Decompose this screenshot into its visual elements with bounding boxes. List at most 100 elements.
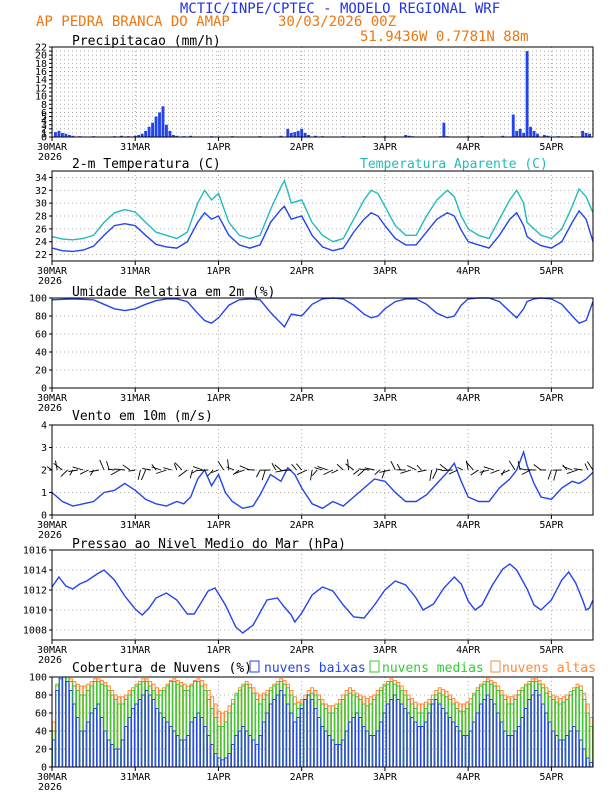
- cloud-low-bar: [582, 748, 587, 768]
- cloud-low-bar: [355, 712, 359, 768]
- pressure-title: Pressao ao Nivel Medio do Mar (hPa): [72, 537, 346, 552]
- cloud-low-bar: [472, 721, 477, 768]
- cloud-low-bar: [434, 699, 439, 768]
- cloud-low-bar: [482, 699, 487, 768]
- clouds-xtick-label: 4APR: [456, 772, 481, 783]
- cloud-low-bar: [320, 726, 325, 768]
- cloud-low-bar: [203, 726, 208, 768]
- temperature-frame: [51, 170, 594, 262]
- wind-arrow: [142, 467, 151, 471]
- cloud-low-bar: [217, 757, 222, 768]
- wind-arrow: [441, 469, 453, 472]
- temperature-ytick-label: 26: [35, 224, 47, 235]
- cloud-low-bar: [72, 703, 77, 768]
- header-location: AP PEDRA BRANCA DO AMAP: [36, 14, 230, 30]
- cloud-low-bar: [162, 717, 166, 768]
- cloud-low-bar: [265, 712, 270, 768]
- cloud-low-bar: [351, 717, 356, 768]
- precip-bar: [501, 135, 505, 137]
- cloud-low-bar: [520, 717, 525, 768]
- wind-arrow: [566, 469, 578, 474]
- cloud-low-bar: [86, 721, 91, 768]
- cloud-low-bar: [296, 717, 301, 768]
- wind-arrow: [140, 469, 147, 481]
- cloud-low-bar: [368, 735, 373, 768]
- temperature-xtick-label: 4APR: [456, 266, 481, 277]
- precip-bar: [404, 134, 408, 137]
- wind-arrow: [72, 466, 84, 471]
- wind-arrow: [178, 469, 188, 477]
- cloud-low-bar: [558, 739, 563, 768]
- wind-arrow: [310, 469, 313, 481]
- cloud-low-bar: [179, 739, 184, 768]
- temperature-ytick-label: 32: [35, 186, 47, 197]
- cloud-low-bar: [575, 730, 580, 768]
- precip-ytick-label: 5: [41, 112, 47, 123]
- cloud-low-bar: [565, 735, 570, 768]
- precip-bar: [137, 134, 141, 137]
- clouds-year-label: 2026: [38, 782, 62, 792]
- cloud-low-bar: [554, 735, 559, 768]
- wind-arrow: [232, 469, 240, 475]
- cloud-low-bar: [406, 712, 411, 768]
- precip-year-label: 2026: [38, 152, 62, 163]
- cloud-low-bar: [337, 744, 342, 768]
- wind-arrow: [234, 469, 245, 475]
- cloud-low-bar: [589, 762, 594, 768]
- wind-arrow: [573, 468, 583, 471]
- precip-bar: [532, 130, 536, 137]
- wind-arrow: [89, 469, 99, 473]
- temperature-title: 2-m Temperatura (C): [72, 157, 221, 172]
- humidity-ytick-label: 100: [29, 294, 47, 305]
- legend-mid-swatch: [369, 660, 380, 673]
- wind-arrow: [353, 469, 360, 475]
- precip-bar: [171, 134, 175, 137]
- wind-arrow: [211, 469, 219, 474]
- cloud-low-bar: [134, 703, 139, 768]
- header-run: 30/03/2026 00Z: [278, 14, 396, 30]
- clouds-ytick-label: 0: [41, 763, 47, 774]
- cloud-low-bar: [196, 712, 201, 768]
- wind-arrow: [508, 460, 516, 471]
- wind-arrow: [457, 466, 464, 471]
- wind-arrow: [113, 468, 125, 471]
- cloud-low-bar: [389, 699, 394, 768]
- cloud-low-bar: [113, 748, 118, 768]
- legend-low-swatch: [249, 660, 260, 673]
- cloud-low-bar: [399, 703, 404, 768]
- cloud-low-bar: [423, 721, 428, 768]
- cloud-low-bar: [241, 726, 246, 768]
- cloud-low-bar: [461, 735, 466, 768]
- precip-bar: [189, 135, 193, 137]
- cloud-low-bar: [69, 690, 73, 768]
- wind-arrow: [60, 469, 68, 477]
- wind-arrow: [53, 462, 63, 471]
- wind-arrow: [553, 469, 558, 481]
- precip-bar: [144, 130, 148, 137]
- precip-bar: [314, 135, 317, 137]
- wind-arrow: [336, 463, 344, 471]
- cloud-low-bar: [258, 735, 263, 768]
- precip-bar: [296, 130, 300, 137]
- cloud-low-bar: [165, 721, 170, 768]
- wind-arrow: [271, 462, 277, 471]
- cloud-low-bar: [417, 726, 421, 768]
- cloud-low-bar: [324, 730, 328, 768]
- cloud-low-bar: [127, 717, 132, 768]
- clouds-xtick-label: 3APR: [373, 772, 398, 783]
- cloud-low-bar: [186, 735, 191, 768]
- wind-ytick-label: 2: [41, 466, 47, 477]
- cloud-low-bar: [465, 735, 470, 768]
- wind-arrow: [407, 465, 417, 471]
- precip-bar: [64, 133, 68, 137]
- legend-mid-label: nuvens medias: [382, 661, 484, 676]
- wind-arrow: [379, 469, 391, 473]
- cloud-low-bar: [437, 703, 442, 768]
- cloud-low-bar: [444, 712, 449, 768]
- cloud-low-bar: [213, 753, 218, 768]
- humidity-ytick-label: 40: [35, 348, 47, 359]
- humidity-ytick-label: 80: [35, 312, 47, 323]
- precip-bar: [529, 126, 533, 137]
- cloud-low-bar: [155, 708, 160, 768]
